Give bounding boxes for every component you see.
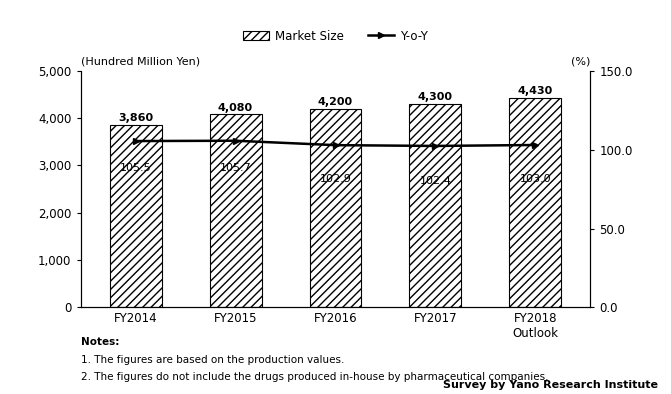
Text: 103.0: 103.0 — [519, 174, 552, 184]
Legend: Market Size, Y-o-Y: Market Size, Y-o-Y — [239, 25, 432, 47]
Text: Survey by Yano Research Institute: Survey by Yano Research Institute — [443, 380, 658, 390]
Text: 102.4: 102.4 — [419, 176, 452, 186]
Text: 105.5: 105.5 — [119, 163, 152, 173]
Text: 4,080: 4,080 — [218, 102, 253, 113]
Text: 4,300: 4,300 — [418, 92, 453, 102]
Bar — [209, 114, 262, 307]
Text: Notes:: Notes: — [81, 337, 119, 347]
Bar — [109, 125, 162, 307]
Text: (Hundred Million Yen): (Hundred Million Yen) — [81, 56, 200, 66]
Text: 4,200: 4,200 — [318, 97, 353, 107]
Bar — [309, 109, 362, 307]
Text: 4,430: 4,430 — [518, 86, 553, 96]
Bar — [409, 104, 462, 307]
Text: 105.7: 105.7 — [219, 163, 252, 173]
Text: (%): (%) — [571, 56, 590, 66]
Text: 102.9: 102.9 — [319, 174, 352, 184]
Bar — [509, 98, 562, 307]
Text: 1. The figures are based on the production values.: 1. The figures are based on the producti… — [81, 355, 344, 364]
Text: 2. The figures do not include the drugs produced in-house by pharmaceutical comp: 2. The figures do not include the drugs … — [81, 372, 548, 382]
Text: 3,860: 3,860 — [118, 113, 153, 123]
